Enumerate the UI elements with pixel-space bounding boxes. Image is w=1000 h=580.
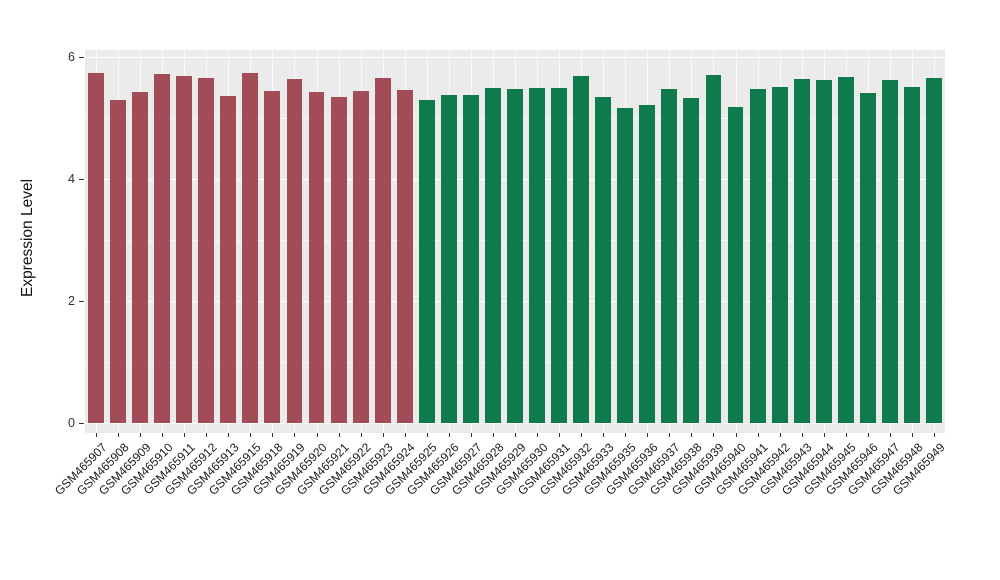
y-tick-mark (79, 301, 84, 302)
x-tick-mark (228, 433, 230, 437)
y-tick-mark (79, 423, 84, 424)
x-tick-mark (559, 433, 561, 437)
bar-GSM465911 (176, 75, 193, 423)
x-tick-mark (470, 433, 472, 437)
bar-GSM465949 (926, 77, 942, 423)
y-tick-label: 0 (68, 416, 75, 430)
y-tick-mark (79, 57, 84, 58)
bar-GSM465931 (551, 88, 568, 423)
bar-GSM465943 (793, 78, 810, 423)
bar-GSM465927 (462, 94, 479, 423)
bar-GSM465910 (154, 74, 171, 423)
x-tick-mark (492, 433, 494, 437)
bar-GSM465921 (330, 97, 347, 423)
x-tick-mark (272, 433, 274, 437)
x-tick-mark (294, 433, 296, 437)
bar-GSM465938 (683, 97, 700, 423)
bar-GSM465907 (88, 72, 104, 423)
x-tick-mark (823, 433, 825, 437)
x-tick-mark (669, 433, 671, 437)
x-tick-mark (537, 433, 539, 437)
x-tick-mark (162, 433, 164, 437)
bar-GSM465929 (507, 88, 523, 423)
bar-GSM465940 (727, 107, 744, 423)
y-tick-label: 2 (68, 294, 75, 308)
x-tick-mark (338, 433, 340, 437)
bar-GSM465926 (440, 94, 457, 423)
bar-GSM465920 (308, 91, 325, 423)
x-tick-mark (933, 433, 935, 437)
x-tick-mark (360, 433, 362, 437)
bar-GSM465922 (352, 91, 369, 423)
bar-GSM465928 (485, 88, 501, 423)
bar-GSM465944 (815, 80, 832, 423)
x-tick-mark (911, 433, 913, 437)
x-tick-mark (867, 433, 869, 437)
bar-GSM465908 (110, 99, 126, 423)
x-tick-mark (625, 433, 627, 437)
x-tick-mark (779, 433, 781, 437)
y-tick-label: 6 (68, 50, 75, 64)
bar-GSM465935 (617, 108, 634, 423)
bar-GSM465937 (661, 88, 678, 423)
x-tick-mark (889, 433, 891, 437)
x-tick-mark (140, 433, 142, 437)
x-tick-mark (316, 433, 318, 437)
x-tick-mark (713, 433, 715, 437)
bar-GSM465919 (286, 78, 303, 423)
x-tick-mark (735, 433, 737, 437)
x-tick-mark (845, 433, 847, 437)
bar-GSM465918 (264, 91, 281, 423)
x-tick-mark (250, 433, 252, 437)
bar-GSM465939 (705, 75, 722, 423)
x-tick-mark (647, 433, 649, 437)
bar-GSM465933 (595, 97, 612, 423)
x-tick-mark (448, 433, 450, 437)
bar-GSM465946 (859, 92, 876, 423)
bar-GSM465941 (749, 88, 766, 423)
bar-GSM465948 (903, 86, 920, 423)
bar-GSM465913 (220, 96, 237, 423)
bar-GSM465909 (132, 91, 149, 423)
plot-panel (85, 50, 945, 433)
x-tick-mark (757, 433, 759, 437)
x-tick-mark (404, 433, 406, 437)
bar-GSM465925 (418, 99, 435, 423)
bar-GSM465947 (881, 80, 898, 423)
bar-GSM465924 (396, 89, 413, 423)
x-tick-mark (118, 433, 120, 437)
x-tick-mark (184, 433, 186, 437)
x-tick-mark (382, 433, 384, 437)
x-tick-mark (603, 433, 605, 437)
bar-GSM465945 (837, 77, 854, 423)
x-tick-mark (581, 433, 583, 437)
bar-GSM465923 (374, 77, 391, 423)
x-tick-mark (96, 433, 98, 437)
x-tick-mark (206, 433, 208, 437)
bar-GSM465942 (771, 86, 788, 423)
bar-GSM465932 (573, 75, 590, 423)
x-tick-mark (691, 433, 693, 437)
bar-GSM465912 (198, 77, 215, 423)
bar-GSM465915 (242, 72, 259, 423)
x-tick-mark (801, 433, 803, 437)
bar-GSM465936 (639, 105, 656, 423)
x-tick-mark (426, 433, 428, 437)
y-tick-label: 4 (68, 172, 75, 186)
x-tick-mark (515, 433, 516, 437)
y-tick-mark (79, 179, 84, 180)
bar-GSM465930 (529, 88, 545, 423)
